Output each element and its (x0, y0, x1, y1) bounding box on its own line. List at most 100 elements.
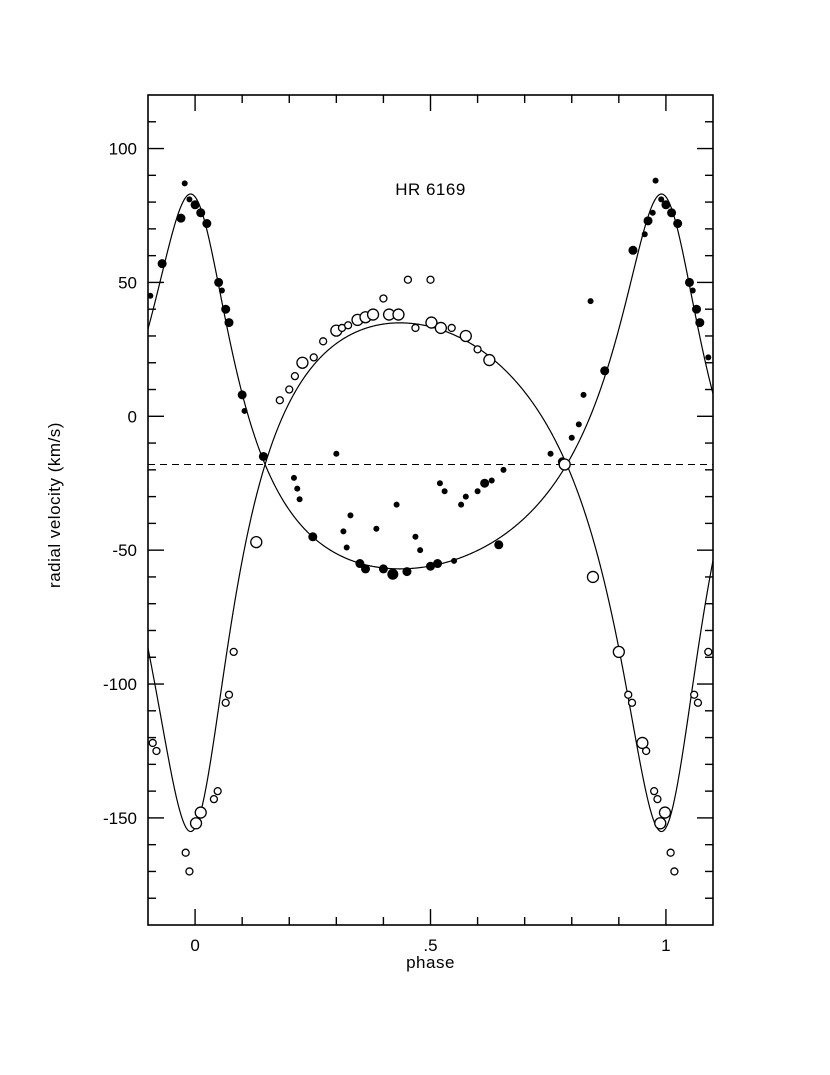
open-circle-data-point (343, 321, 353, 330)
filled-circle-data-point (661, 200, 671, 210)
open-circle-data-point (666, 848, 675, 857)
y-tick-label: -100 (103, 675, 137, 694)
filled-circle-data-point (387, 568, 399, 580)
filled-circle-data-point (258, 451, 268, 461)
open-circle-data-point (366, 308, 380, 321)
filled-circle-data-point (494, 540, 504, 550)
y-tick-label: -150 (103, 809, 137, 828)
open-circle-data-point (653, 795, 662, 804)
filled-circle-data-point (426, 561, 435, 571)
open-circle-data-point (318, 337, 328, 346)
filled-circle-data-point (393, 501, 400, 508)
filled-circle-data-point (500, 466, 507, 473)
filled-circle-data-point (190, 200, 200, 210)
open-circle-data-point (636, 736, 649, 750)
open-circle-data-point (612, 645, 625, 659)
filled-circle-data-point (695, 318, 705, 328)
plot-frame (147, 94, 714, 926)
open-circle-data-point (285, 385, 294, 394)
filled-circle-data-point (181, 180, 188, 187)
open-circle-data-point (403, 275, 413, 284)
open-circle-data-point (459, 329, 472, 343)
open-circle-data-point (473, 345, 482, 354)
filled-circle-data-point (294, 485, 301, 492)
filled-circle-data-point (224, 318, 234, 328)
open-circle-data-point (447, 323, 456, 333)
x-tick-label: .5 (423, 936, 437, 955)
chart-title: HR 6169 (395, 180, 466, 199)
y-tick-label: 100 (109, 140, 137, 159)
x-tick-label: 0 (190, 936, 199, 955)
filled-circle-data-point (147, 292, 154, 299)
x-axis-label: phase (406, 953, 455, 972)
filled-circle-data-point (667, 208, 677, 218)
filled-circle-data-point (340, 528, 347, 535)
y-tick-label: -50 (112, 541, 137, 560)
filled-circle-data-point (488, 477, 495, 484)
filled-circle-data-point (237, 390, 247, 400)
y-tick-label: 50 (118, 273, 137, 292)
secondary-velocity-curve (147, 322, 714, 833)
open-circle-data-point (434, 321, 448, 335)
filled-circle-data-point (458, 501, 465, 508)
open-circle-data-point (296, 356, 309, 369)
filled-circle-data-point (196, 208, 206, 218)
open-circle-data-point (229, 647, 238, 657)
filled-circle-data-point (684, 277, 694, 287)
open-circle-data-point (641, 746, 651, 756)
open-circle-data-point (213, 786, 222, 796)
open-circle-data-point (558, 458, 571, 471)
y-tick-label: 0 (128, 407, 137, 426)
open-circle-data-point (224, 690, 234, 699)
filled-circle-data-point (568, 434, 575, 441)
open-circle-data-point (586, 570, 600, 584)
filled-circle-data-point (652, 177, 659, 184)
open-circle-data-point (185, 867, 194, 876)
open-circle-data-point (426, 275, 435, 284)
filled-circle-data-point (462, 493, 469, 500)
filled-circle-data-point (176, 213, 186, 223)
open-circle-data-point (379, 294, 388, 303)
secondary-points (148, 275, 713, 876)
open-circle-data-point (411, 323, 420, 333)
filled-circle-data-point (587, 298, 594, 305)
open-circle-data-point (658, 806, 672, 819)
open-circle-data-point (425, 316, 438, 329)
open-circle-data-point (290, 371, 300, 381)
open-circle-data-point (654, 817, 667, 830)
filled-circle-data-point (480, 478, 490, 488)
open-circle-data-point (250, 535, 263, 549)
filled-circle-data-point (241, 407, 248, 414)
filled-circle-data-point (441, 488, 448, 495)
filled-circle-data-point (308, 532, 318, 542)
filled-circle-data-point (417, 547, 424, 554)
filled-circle-data-point (641, 231, 648, 238)
primary-velocity-curve (147, 193, 714, 570)
filled-circle-data-point (333, 450, 340, 457)
filled-circle-data-point (649, 209, 656, 216)
x-tick-label: 1 (661, 936, 670, 955)
open-circle-data-point (194, 806, 207, 819)
open-circle-data-point (221, 698, 230, 707)
filled-circle-data-point (658, 196, 665, 203)
filled-circle-data-point (355, 559, 365, 569)
filled-circle-data-point (575, 421, 582, 428)
filled-circle-data-point (705, 354, 712, 361)
filled-circle-data-point (433, 559, 443, 569)
filled-circle-data-point (643, 216, 653, 226)
filled-circle-data-point (214, 277, 224, 287)
open-circle-data-point (152, 746, 161, 756)
filled-circle-data-point (290, 474, 297, 481)
filled-circle-data-point (343, 544, 350, 551)
filled-circle-data-point (378, 564, 388, 574)
filled-circle-data-point (580, 391, 587, 398)
filled-circle-data-point (218, 287, 225, 294)
filled-circle-data-point (547, 450, 554, 457)
filled-circle-data-point (600, 366, 610, 376)
filled-circle-data-point (221, 304, 231, 314)
filled-circle-data-point (628, 245, 638, 255)
open-circle-data-point (275, 396, 284, 405)
open-circle-data-point (650, 786, 659, 796)
